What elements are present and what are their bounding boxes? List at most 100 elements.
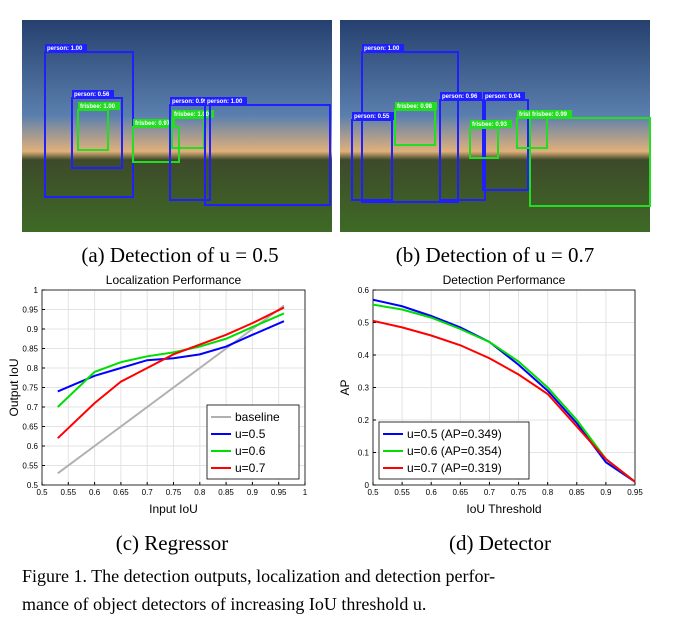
chart-title: Detection Performance <box>443 273 566 287</box>
y-tick-label: 0.3 <box>358 384 370 393</box>
x-tick-label: 0.9 <box>600 488 612 497</box>
x-tick-label: 0.75 <box>166 488 182 497</box>
x-tick-label: 0.95 <box>627 488 643 497</box>
x-axis-label: Input IoU <box>149 502 198 516</box>
label-bg <box>352 112 394 120</box>
x-tick-label: 0.65 <box>113 488 129 497</box>
caption: (b) Detection of u = 0.7 <box>396 243 594 267</box>
series-line <box>57 320 285 393</box>
x-tick-label: 0.7 <box>484 488 496 497</box>
legend-label: u=0.7 <box>235 461 266 475</box>
detection-box <box>529 117 651 207</box>
y-tick-label: 0.75 <box>22 384 38 393</box>
label-bg <box>45 44 87 52</box>
legend-label: u=0.6 <box>235 444 266 458</box>
label-bg <box>133 119 175 127</box>
legend-label: u=0.5 (AP=0.349) <box>407 427 502 441</box>
detection-label: frisbee: 0.97 <box>135 121 171 127</box>
figure-caption: mance of object detectors of increasing … <box>22 594 426 614</box>
chart-title: Localization Performance <box>106 273 242 287</box>
label-bg <box>483 92 525 100</box>
label-bg <box>170 97 212 105</box>
detection-label: person: 0.94 <box>485 94 521 100</box>
detection-label: person: 0.99 <box>172 99 208 105</box>
detection-label: person: 1.00 <box>364 46 400 52</box>
caption: (d) Detector <box>449 531 551 555</box>
label-bg <box>362 44 404 52</box>
label-bg <box>470 120 512 128</box>
caption: (a) Detection of u = 0.5 <box>81 243 278 267</box>
y-axis-label: AP <box>338 379 352 395</box>
x-tick-label: 0.6 <box>89 488 101 497</box>
legend-box <box>378 421 530 480</box>
detection-label: frisbee: 1.00 <box>80 104 116 110</box>
y-tick-label: 0.65 <box>22 423 38 432</box>
label-bg <box>440 92 482 100</box>
x-tick-label: 0.75 <box>511 488 527 497</box>
y-tick-label: 0.85 <box>22 345 38 354</box>
y-tick-label: 0 <box>365 481 370 490</box>
y-axis-label: Output IoU <box>7 358 21 416</box>
series-line <box>372 319 636 483</box>
label-bg <box>205 97 247 105</box>
y-tick-label: 0.4 <box>358 351 370 360</box>
caption: (c) Regressor <box>116 531 229 555</box>
x-tick-label: 0.85 <box>218 488 234 497</box>
x-tick-label: 0.55 <box>394 488 410 497</box>
x-tick-label: 1 <box>303 488 308 497</box>
y-tick-label: 0.8 <box>27 364 39 373</box>
y-tick-label: 1 <box>34 286 39 295</box>
axes-frame <box>41 289 306 486</box>
detection-box <box>361 51 459 203</box>
legend-label: u=0.6 (AP=0.354) <box>407 444 502 458</box>
y-tick-label: 0.9 <box>27 325 39 334</box>
axes-frame <box>372 289 636 486</box>
x-tick-label: 0.8 <box>542 488 554 497</box>
x-tick-label: 0.65 <box>453 488 469 497</box>
detection-label: person: 1.00 <box>47 46 83 52</box>
label-bg <box>78 102 120 110</box>
series-line <box>57 306 285 439</box>
detection-box <box>204 104 331 206</box>
x-tick-label: 0.5 <box>367 488 379 497</box>
label-bg <box>395 102 437 110</box>
detection-label: frisbee: 1.00 <box>174 112 210 118</box>
detection-label: frisbee: 0.93 <box>472 122 508 128</box>
x-tick-label: 0.55 <box>61 488 77 497</box>
x-tick-label: 0.95 <box>271 488 287 497</box>
label-bg <box>172 110 214 118</box>
detection-label: person: 0.55 <box>354 114 390 120</box>
series-line <box>57 312 285 408</box>
detection-label: person: 0.56 <box>74 92 110 98</box>
legend-label: baseline <box>235 410 280 424</box>
x-tick-label: 0.6 <box>426 488 438 497</box>
y-tick-label: 0.55 <box>22 462 38 471</box>
detection-label: frisbee: 0.99 <box>532 112 568 118</box>
series-line <box>372 303 636 483</box>
y-tick-label: 0.2 <box>358 416 370 425</box>
y-tick-label: 0.5 <box>358 319 370 328</box>
y-tick-label: 0.6 <box>358 286 370 295</box>
detection-label: person: 0.96 <box>442 94 478 100</box>
y-tick-label: 0.6 <box>27 442 39 451</box>
x-tick-label: 0.85 <box>569 488 585 497</box>
detection-label: frisbee: 0.98 <box>397 104 433 110</box>
label-bg <box>72 90 114 98</box>
detection-label: person: 1.00 <box>207 99 243 105</box>
x-tick-label: 0.7 <box>142 488 154 497</box>
legend-label: u=0.7 (AP=0.319) <box>407 461 502 475</box>
x-tick-label: 0.5 <box>36 488 48 497</box>
y-tick-label: 0.7 <box>27 403 39 412</box>
legend-label: u=0.5 <box>235 427 266 441</box>
x-axis-label: IoU Threshold <box>466 502 541 516</box>
y-tick-label: 0.1 <box>358 449 370 458</box>
y-tick-label: 0.95 <box>22 306 38 315</box>
y-tick-label: 0.5 <box>27 481 39 490</box>
x-tick-label: 0.8 <box>194 488 206 497</box>
figure-caption: Figure 1. The detection outputs, localiz… <box>22 566 495 586</box>
series-line <box>57 304 285 475</box>
label-bg <box>530 110 572 118</box>
